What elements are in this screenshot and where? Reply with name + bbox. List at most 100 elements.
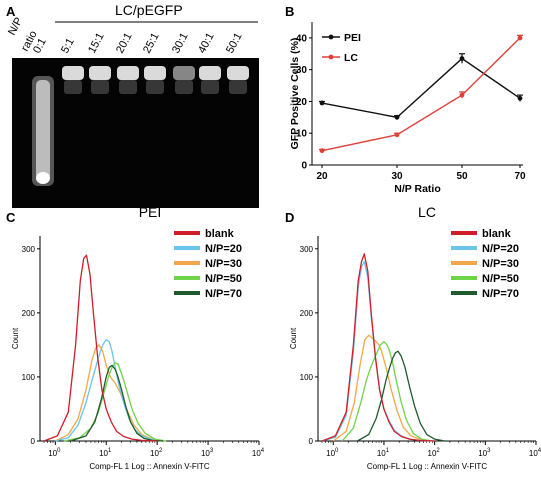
histogram-curve-blank xyxy=(43,254,158,442)
gel-band-free-dna xyxy=(36,172,50,184)
gel-smear-core xyxy=(36,80,50,180)
histogram-curve-np30 xyxy=(55,344,164,442)
gel-lane-labels: 0:1 5:1 15:1 20:1 25:1 30:1 40:1 50:1 xyxy=(31,31,245,56)
y-tick-label: 30 xyxy=(296,65,308,76)
gel-well-glow xyxy=(64,80,82,94)
gel-lane-label: 15:1 xyxy=(86,31,107,56)
gel-well-glow xyxy=(229,80,247,94)
y-tick-label: 100 xyxy=(22,373,36,382)
legend-swatch xyxy=(174,291,200,295)
y-tick-label: 10 xyxy=(296,129,308,140)
y-tick-label: 0 xyxy=(31,437,36,446)
panel-letter-b: B xyxy=(285,4,294,19)
y-tick-label: 300 xyxy=(300,245,314,254)
legend-label: N/P=30 xyxy=(205,258,242,270)
gel-lane-label: 30:1 xyxy=(170,31,191,56)
legend-label: blank xyxy=(205,228,235,240)
gel-well-glow xyxy=(119,80,137,94)
data-point-lc xyxy=(459,92,465,98)
x-tick-label: 70 xyxy=(514,171,526,182)
y-tick-label: 0 xyxy=(301,161,307,172)
x-tick-label: 104 xyxy=(529,448,541,458)
gel-well-glow xyxy=(201,80,219,94)
histogram-curve-blank xyxy=(321,253,435,442)
y-tick-label: 200 xyxy=(300,309,314,318)
legend-swatch xyxy=(451,261,477,265)
histogram-curve-np70 xyxy=(70,364,164,442)
legend-swatch xyxy=(451,276,477,280)
histogram-curve-np20 xyxy=(55,339,164,442)
legend-label: N/P=50 xyxy=(205,273,242,285)
histogram-d: LC 0 100 200 300 100 101 102 103 104 Comp-FL 1 Log… xyxy=(289,204,541,471)
legend-marker xyxy=(328,54,334,60)
legend-label: N/P=20 xyxy=(482,243,519,255)
data-point-lc xyxy=(319,148,325,154)
data-point-pei xyxy=(394,114,400,120)
legend-label: blank xyxy=(482,228,512,240)
legend-label: N/P=30 xyxy=(482,258,519,270)
gel-well-band xyxy=(173,66,195,80)
legend-marker xyxy=(328,34,334,40)
gel-well-band xyxy=(62,66,84,80)
series-line-lc xyxy=(321,37,521,152)
gel-well-glow xyxy=(146,80,164,94)
y-tick-label: 0 xyxy=(309,437,314,446)
legend-swatch xyxy=(174,231,200,235)
panel-letter-a: A xyxy=(6,4,16,19)
data-point-pei xyxy=(459,56,465,61)
y-tick-label: 20 xyxy=(296,97,308,108)
gel-image xyxy=(12,58,259,208)
legend-swatch xyxy=(174,276,200,280)
histogram-curve-np70 xyxy=(357,350,446,442)
x-tick-label: 104 xyxy=(252,448,265,458)
legend-label: N/P=20 xyxy=(205,243,242,255)
y-tick-label: 200 xyxy=(22,309,36,318)
gel-well-band xyxy=(144,66,166,80)
y-tick-label: 100 xyxy=(300,373,314,382)
histogram-curve-np50 xyxy=(341,341,433,442)
y-axis-label: Count xyxy=(289,327,298,349)
data-point-lc xyxy=(517,35,523,41)
data-point-pei xyxy=(517,95,523,101)
gel-well-band xyxy=(199,66,221,80)
legend-swatch xyxy=(451,231,477,235)
x-tick-label: 30 xyxy=(391,171,403,182)
gel-title: LC/pEGFP xyxy=(115,2,183,18)
legend-swatch xyxy=(451,246,477,250)
gel-well-glow xyxy=(91,80,109,94)
histogram-title: LC xyxy=(418,204,436,220)
x-tick-label: 101 xyxy=(99,448,112,458)
data-point-lc xyxy=(394,132,400,138)
data-point-pei xyxy=(319,100,325,106)
legend-label: LC xyxy=(344,52,358,64)
y-tick-label: 300 xyxy=(22,245,36,254)
legend-label: PEI xyxy=(344,32,361,44)
y-axis-label: GFP Positive Cells (%) xyxy=(289,38,301,150)
x-axis-label: Comp-FL 1 Log :: Annexin V-FITC xyxy=(89,462,209,471)
histogram-curve-np30 xyxy=(332,334,435,442)
legend-swatch xyxy=(174,246,200,250)
y-tick-label: 40 xyxy=(296,33,308,44)
histogram-title: PEI xyxy=(139,204,162,220)
gel-well-band xyxy=(89,66,111,80)
x-tick-label: 101 xyxy=(377,448,390,458)
panel-letter-c: C xyxy=(6,210,16,225)
gel-lane-label: 25:1 xyxy=(141,31,162,56)
x-tick-label: 102 xyxy=(428,448,441,458)
gel-well-band xyxy=(227,66,249,80)
legend-swatch xyxy=(174,261,200,265)
legend-swatch xyxy=(451,291,477,295)
panel-letter-d: D xyxy=(285,210,294,225)
line-chart-b: 0 10 20 30 40 20 30 50 70 N/P Ratio GFP Positive C… xyxy=(289,22,526,195)
gel-well-band xyxy=(117,66,139,80)
legend-label: N/P=50 xyxy=(482,273,519,285)
x-tick-label: 100 xyxy=(48,448,61,458)
gel-lane-label: 5:1 xyxy=(59,36,77,55)
gel-lane-label: 20:1 xyxy=(114,31,135,56)
x-tick-label: 103 xyxy=(478,448,491,458)
gel-lane-label: 50:1 xyxy=(224,31,245,56)
histogram-c: PEI 0 100 200 300 100 101 102 103 104 Comp-FL 1 Lo… xyxy=(11,204,265,471)
gel-well-glow xyxy=(175,80,193,94)
x-axis-label: N/P Ratio xyxy=(394,183,440,195)
